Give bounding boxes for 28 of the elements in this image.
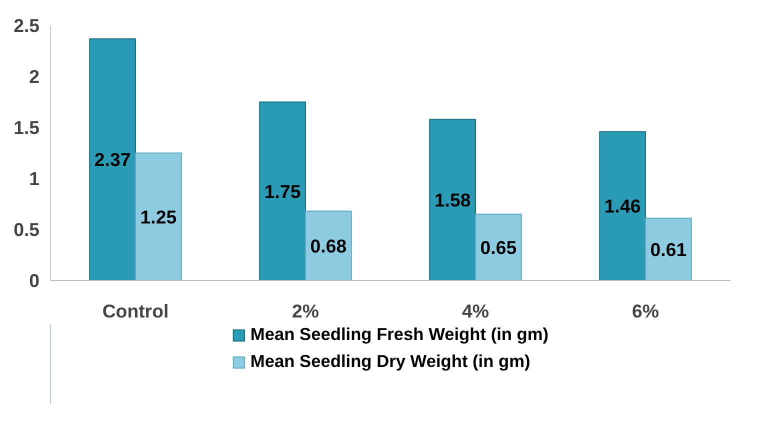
bar [89, 38, 136, 280]
data-label: 0.61 [650, 238, 687, 260]
data-label: 0.68 [310, 235, 347, 256]
x-tick-label: Control [102, 300, 169, 322]
bar [599, 131, 646, 280]
x-tick-label: 4% [462, 300, 490, 322]
bar [475, 214, 522, 280]
y-tick-label: 2.5 [14, 15, 40, 36]
data-label: 0.65 [480, 236, 517, 258]
x-tick-label: 6% [632, 300, 660, 322]
legend-label: Mean Seedling Dry Weight (in gm) [250, 351, 530, 372]
data-label: 1.58 [434, 189, 471, 210]
data-label: 1.46 [604, 196, 641, 217]
bar [645, 218, 692, 280]
y-tick-label: 2 [29, 66, 40, 87]
x-tick-label: 2% [292, 300, 320, 322]
y-tick-label: 0.5 [14, 219, 40, 240]
bar [429, 118, 476, 280]
data-label: 1.75 [264, 180, 301, 202]
legend-label: Mean Seedling Fresh Weight (in gm) [250, 324, 549, 345]
y-tick-label: 1.5 [14, 117, 40, 138]
data-label: 1.25 [140, 206, 177, 228]
bar [135, 152, 182, 280]
y-tick-label: 0 [29, 270, 40, 291]
bar [259, 102, 306, 280]
bar [305, 210, 352, 280]
y-tick-label: 1 [29, 168, 40, 189]
data-label: 2.37 [94, 149, 131, 170]
